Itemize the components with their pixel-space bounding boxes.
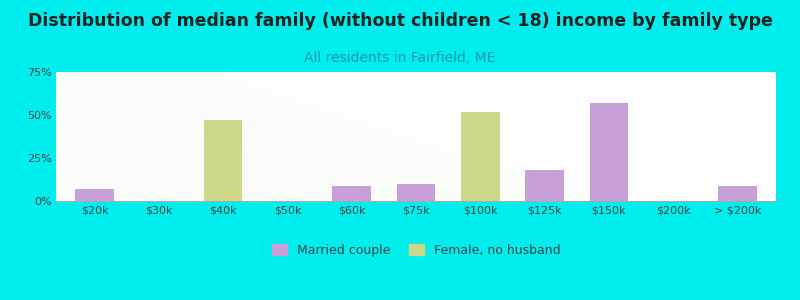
Bar [204,120,242,201]
Text: Distribution of median family (without children < 18) income by family type: Distribution of median family (without c… [27,12,773,30]
Bar [397,184,435,201]
Bar [718,185,757,201]
Bar [397,184,435,201]
Text: All residents in Fairfield, ME: All residents in Fairfield, ME [304,51,496,65]
Bar [204,120,242,201]
Bar [590,103,628,201]
Bar [718,185,757,201]
Bar [526,170,564,201]
Bar [333,185,371,201]
Bar [526,170,564,201]
Bar [461,112,499,201]
Bar [75,189,114,201]
Bar [590,103,628,201]
Legend: Married couple, Female, no husband: Married couple, Female, no husband [266,239,566,262]
Bar [333,185,371,201]
Bar [461,112,499,201]
Bar [75,189,114,201]
